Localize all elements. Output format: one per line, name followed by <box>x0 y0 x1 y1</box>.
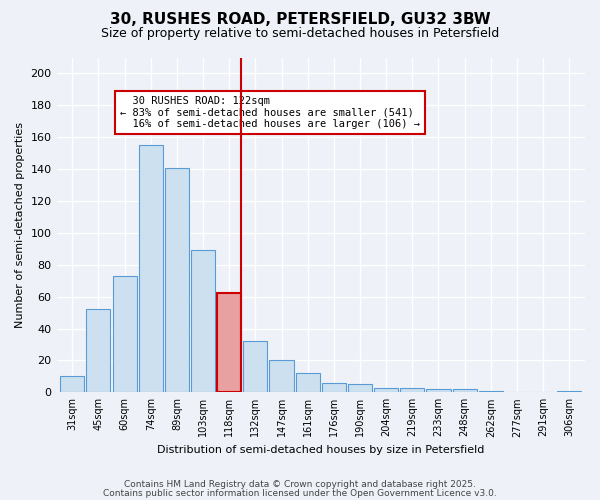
Text: Contains HM Land Registry data © Crown copyright and database right 2025.: Contains HM Land Registry data © Crown c… <box>124 480 476 489</box>
Bar <box>244 342 268 392</box>
X-axis label: Distribution of semi-detached houses by size in Petersfield: Distribution of semi-detached houses by … <box>157 445 484 455</box>
Bar <box>427 389 451 392</box>
Bar <box>165 168 189 392</box>
Bar <box>86 310 110 392</box>
Bar <box>269 360 293 392</box>
Bar <box>374 388 398 392</box>
Bar <box>139 145 163 392</box>
Y-axis label: Number of semi-detached properties: Number of semi-detached properties <box>15 122 25 328</box>
Text: Size of property relative to semi-detached houses in Petersfield: Size of property relative to semi-detach… <box>101 28 499 40</box>
Bar <box>296 373 320 392</box>
Text: 30, RUSHES ROAD, PETERSFIELD, GU32 3BW: 30, RUSHES ROAD, PETERSFIELD, GU32 3BW <box>110 12 490 28</box>
Bar <box>113 276 137 392</box>
Bar <box>322 382 346 392</box>
Bar <box>191 250 215 392</box>
Bar <box>217 294 241 392</box>
Bar <box>452 389 476 392</box>
Bar <box>60 376 84 392</box>
Bar <box>479 390 503 392</box>
Bar <box>348 384 372 392</box>
Text: Contains public sector information licensed under the Open Government Licence v3: Contains public sector information licen… <box>103 488 497 498</box>
Text: 30 RUSHES ROAD: 122sqm
← 83% of semi-detached houses are smaller (541)
  16% of : 30 RUSHES ROAD: 122sqm ← 83% of semi-det… <box>120 96 420 129</box>
Bar <box>557 390 581 392</box>
Bar <box>400 388 424 392</box>
